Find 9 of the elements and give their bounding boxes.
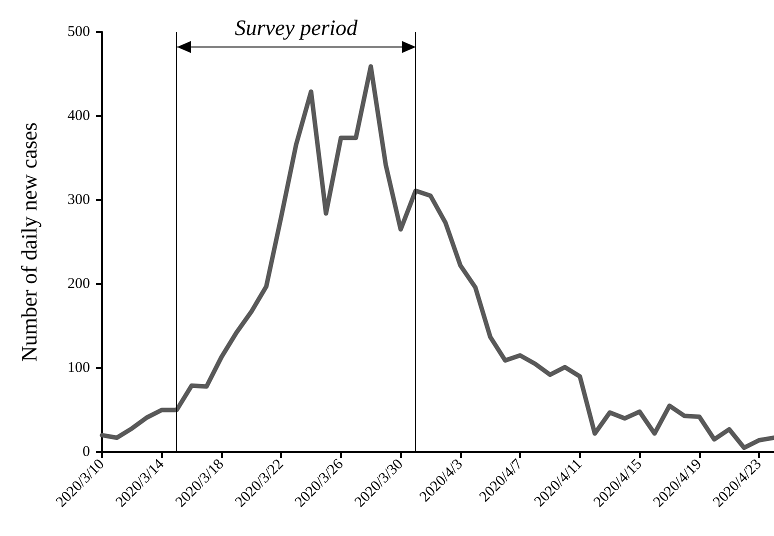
- y-tick-label: 300: [68, 192, 90, 208]
- y-tick-label: 400: [68, 108, 90, 124]
- y-axis-title: Number of daily new cases: [16, 122, 42, 362]
- annotation: Survey period: [234, 14, 358, 41]
- y-tick-label: 100: [68, 360, 90, 376]
- line-series: [100, 64, 774, 450]
- y-tick-label: 200: [68, 276, 90, 292]
- y-tick-label: 0: [82, 444, 90, 460]
- y-tick-label: 500: [68, 24, 90, 40]
